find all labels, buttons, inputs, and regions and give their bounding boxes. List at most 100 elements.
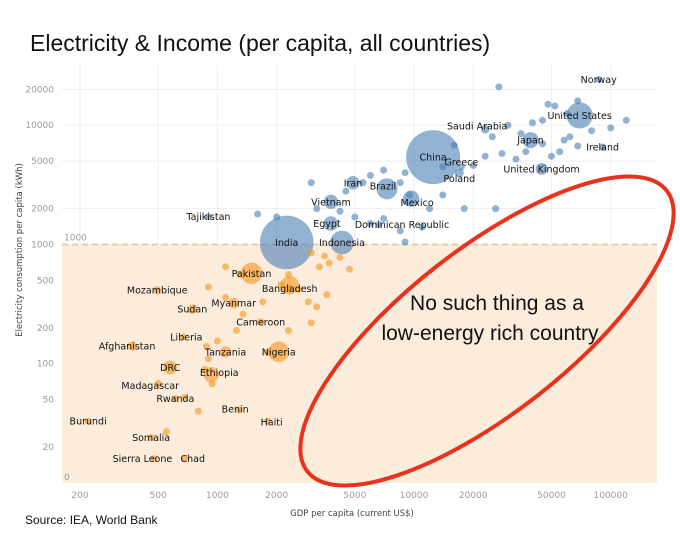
country-label: Egypt — [313, 219, 341, 230]
bubble — [551, 102, 559, 110]
bubble-china — [406, 130, 461, 185]
bubble — [539, 116, 547, 124]
bubble-tajikistan — [204, 213, 212, 221]
bubble — [539, 140, 547, 148]
bubble — [254, 210, 262, 218]
bubble — [481, 152, 489, 160]
bubble-chad — [180, 455, 188, 463]
bubble-india — [259, 215, 314, 270]
country-label: Nigeria — [262, 347, 296, 358]
bubble-tanzania — [219, 346, 232, 358]
bubble-burundi — [84, 417, 92, 425]
bubble — [351, 213, 359, 221]
bubble — [517, 130, 525, 138]
country-label: Brazil — [370, 181, 397, 192]
y-tick-zero: 0 — [64, 473, 70, 483]
bubble-vietnam — [323, 194, 339, 209]
country-label: Dominican Republic — [355, 220, 449, 231]
bubble — [574, 142, 582, 150]
bubble — [439, 163, 447, 171]
bubble — [366, 219, 374, 227]
bubble — [222, 263, 230, 271]
bubble — [528, 119, 536, 127]
country-label: Ireland — [586, 143, 619, 154]
country-label: Mexico — [401, 198, 434, 209]
bubble — [418, 223, 426, 231]
y-tick-label: 2000 — [31, 205, 54, 215]
country-label: Haiti — [261, 418, 283, 429]
bubble — [285, 271, 293, 279]
bubble-sierra-leone — [150, 455, 158, 463]
country-label: Cameroon — [236, 317, 285, 328]
bubble — [522, 148, 530, 156]
country-label: Tanzania — [204, 347, 246, 358]
country-label: Norway — [581, 75, 617, 86]
y-tick-label: 1000 — [31, 240, 54, 250]
bubble — [556, 148, 564, 156]
bubble-ireland — [599, 143, 607, 151]
bubble — [285, 284, 293, 292]
bubble — [607, 124, 615, 132]
bubble-pakistan — [240, 262, 263, 285]
country-label: Japan — [516, 136, 544, 147]
bubble — [239, 310, 247, 318]
country-label: Rwanda — [156, 394, 194, 405]
bubble — [574, 97, 582, 105]
country-label: Myanmar — [211, 299, 256, 310]
bubble — [450, 141, 458, 149]
bubble-united-states — [566, 102, 593, 129]
y-tick-label: 20 — [43, 443, 55, 453]
country-labels: Norway United States Saudi Arabia Japan Irel… — [70, 75, 620, 465]
bubble — [560, 136, 568, 144]
x-tick-label: 10000 — [400, 491, 429, 501]
country-label: Burundi — [70, 417, 107, 428]
bubble — [285, 327, 293, 335]
bubble — [488, 133, 496, 141]
country-label: Benin — [222, 404, 249, 415]
country-label: Vietnam — [311, 197, 351, 208]
source-note: Source: IEA, World Bank — [25, 513, 159, 527]
bubble — [563, 110, 571, 118]
bubble-sudan — [187, 304, 198, 314]
country-label: Somalia — [132, 433, 170, 444]
bubble — [213, 337, 221, 345]
country-label: Mozambique — [127, 286, 188, 297]
bubble-united-kingdom — [535, 163, 548, 175]
country-label: Ethiopia — [200, 368, 239, 379]
bubble — [492, 205, 500, 213]
bubble-rwanda — [171, 395, 179, 403]
y-axis-label: Electricity consumption per capita (kWh) — [15, 163, 25, 337]
x-tick-label: 100000 — [594, 491, 629, 501]
country-label: Iran — [344, 178, 363, 189]
country-label: Liberia — [170, 332, 202, 343]
bubble — [512, 155, 520, 163]
bubble — [342, 187, 350, 195]
bubble — [495, 83, 503, 91]
chart-title: Electricity & Income (per capita, all co… — [30, 30, 490, 56]
low-energy-region — [62, 244, 657, 483]
bubble — [313, 205, 321, 213]
bubble — [277, 281, 285, 289]
bubble — [566, 133, 574, 141]
bubble — [323, 291, 331, 299]
bubble-japan — [522, 132, 539, 149]
bubble-cameroon — [257, 318, 265, 326]
bubble — [304, 298, 312, 306]
bubble — [180, 394, 188, 402]
bubble — [236, 271, 244, 279]
bubble — [380, 215, 388, 223]
bubble-mozambique — [153, 286, 162, 295]
bubble-iran — [346, 176, 360, 190]
bubble-egypt — [323, 216, 339, 231]
bubbles — [84, 75, 630, 463]
country-label: Sudan — [177, 305, 207, 316]
bubble-brazil — [376, 178, 398, 200]
bubble — [203, 342, 211, 350]
bubble — [406, 191, 414, 199]
country-label: India — [275, 238, 298, 249]
y-tick-label: 20000 — [25, 85, 54, 95]
bubble — [544, 100, 552, 108]
x-tick-label: 5000 — [343, 491, 366, 501]
